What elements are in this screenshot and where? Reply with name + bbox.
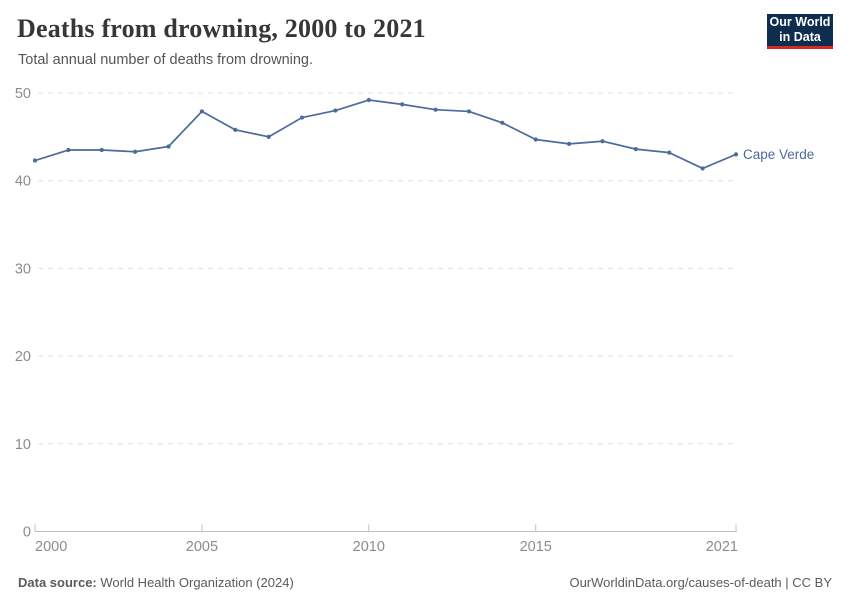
data-point-2012[interactable] xyxy=(433,107,438,112)
data-point-2013[interactable] xyxy=(466,109,472,114)
data-point-2011[interactable] xyxy=(400,102,405,107)
page-subtitle: Total annual number of deaths from drown… xyxy=(18,52,314,68)
license-link[interactable]: OurWorldinData.org/causes-of-death | CC … xyxy=(569,575,832,590)
owid-logo-line2: in Data xyxy=(779,30,821,44)
x-tick-label: 2015 xyxy=(520,539,552,555)
data-point-2020[interactable] xyxy=(700,166,705,171)
data-point-2021[interactable] xyxy=(733,152,739,157)
data-point-2016[interactable] xyxy=(566,141,572,146)
data-point-2004[interactable] xyxy=(166,144,171,149)
data-point-2009[interactable] xyxy=(333,108,338,113)
x-tick-label: 2010 xyxy=(353,539,385,555)
data-point-2008[interactable] xyxy=(299,115,305,120)
page-title: Deaths from drowning, 2000 to 2021 xyxy=(17,14,426,43)
data-point-2006[interactable] xyxy=(233,127,238,132)
data-source-value: World Health Organization (2024) xyxy=(96,575,294,590)
data-point-2017[interactable] xyxy=(600,139,605,144)
x-tick-label: 2000 xyxy=(35,539,67,555)
y-tick-label: 10 xyxy=(15,437,31,453)
x-tick-label: 2005 xyxy=(186,539,218,555)
data-point-2000[interactable] xyxy=(32,158,38,163)
y-tick-label: 40 xyxy=(15,174,31,190)
data-source-text: Data source: World Health Organization (… xyxy=(18,575,294,590)
y-tick-label: 0 xyxy=(23,525,31,541)
y-tick-label: 50 xyxy=(15,86,31,102)
y-tick-label: 30 xyxy=(15,261,31,277)
data-point-2010[interactable] xyxy=(366,97,371,103)
series-cape-verde: Cape Verde xyxy=(32,97,814,171)
series-end-label[interactable]: Cape Verde xyxy=(743,147,814,162)
data-point-2005[interactable] xyxy=(199,109,205,114)
data-point-2018[interactable] xyxy=(633,147,638,152)
data-point-2014[interactable] xyxy=(500,120,505,125)
owid-logo-line1: Our World xyxy=(769,15,831,29)
chart-footer: Data source: World Health Organization (… xyxy=(0,575,850,590)
data-point-2001[interactable] xyxy=(66,147,71,153)
data-point-2015[interactable] xyxy=(533,137,538,142)
data-point-2003[interactable] xyxy=(133,149,138,154)
gridlines: 0 10 20 30 40 50 2000 2005 2010 2015 2021 xyxy=(15,86,738,555)
data-point-2019[interactable] xyxy=(667,150,672,155)
data-point-2007[interactable] xyxy=(266,134,271,139)
data-point-2002[interactable] xyxy=(99,147,104,153)
series-line xyxy=(34,99,737,170)
y-tick-label: 20 xyxy=(15,349,31,365)
owid-logo[interactable]: Our World in Data xyxy=(767,14,833,49)
data-source-label: Data source: xyxy=(18,575,97,590)
x-tick-label: 2021 xyxy=(706,539,738,555)
